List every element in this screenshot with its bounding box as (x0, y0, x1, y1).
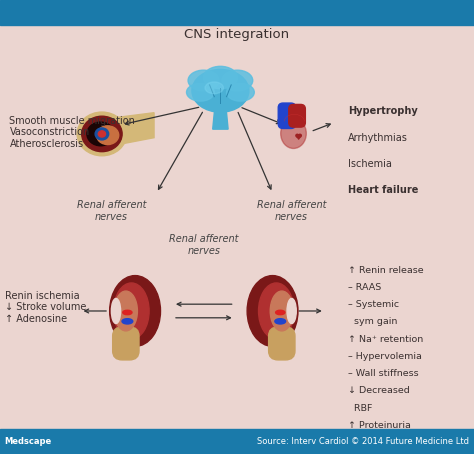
Text: ↑ Renin release: ↑ Renin release (348, 266, 424, 275)
Ellipse shape (275, 310, 285, 315)
Ellipse shape (222, 70, 253, 91)
Text: – RAAS: – RAAS (348, 283, 382, 292)
Ellipse shape (114, 283, 149, 339)
Ellipse shape (287, 298, 296, 324)
Bar (0, 429, 474, 454)
Text: Arrhythmias: Arrhythmias (348, 133, 408, 143)
Text: – Systemic: – Systemic (348, 300, 400, 309)
Text: sym gain: sym gain (348, 317, 398, 326)
Text: Renal afferent
nerves: Renal afferent nerves (169, 234, 238, 256)
Ellipse shape (122, 319, 133, 324)
Ellipse shape (98, 131, 106, 137)
FancyBboxPatch shape (269, 327, 295, 360)
FancyBboxPatch shape (289, 104, 305, 127)
Text: Source: Interv Cardiol © 2014 Future Medicine Ltd: Source: Interv Cardiol © 2014 Future Med… (257, 437, 469, 446)
Ellipse shape (205, 82, 224, 94)
Text: Renal afferent
nerves: Renal afferent nerves (77, 200, 146, 222)
Ellipse shape (188, 70, 219, 91)
Ellipse shape (227, 84, 254, 101)
Ellipse shape (111, 298, 120, 324)
Ellipse shape (275, 319, 286, 324)
Text: CNS integration: CNS integration (184, 28, 290, 40)
Ellipse shape (87, 122, 114, 146)
Text: ↑ BNP resistance: ↑ BNP resistance (348, 438, 430, 447)
Text: Smooth muscle migration
Vasoconstriction
Atherosclerosis: Smooth muscle migration Vasoconstriction… (9, 116, 136, 149)
Ellipse shape (82, 116, 122, 152)
Text: Renal afferent
nerves: Renal afferent nerves (257, 200, 326, 222)
Text: – Hypervolemia: – Hypervolemia (348, 352, 422, 361)
Ellipse shape (97, 126, 118, 144)
Text: Hypertrophy: Hypertrophy (348, 106, 418, 116)
FancyBboxPatch shape (278, 103, 296, 128)
Text: Medscape: Medscape (5, 437, 52, 446)
Ellipse shape (281, 118, 306, 148)
Polygon shape (115, 113, 154, 145)
Polygon shape (296, 134, 301, 139)
Ellipse shape (270, 291, 293, 331)
Ellipse shape (247, 276, 298, 346)
Text: Heart failure: Heart failure (348, 185, 419, 195)
Bar (0, 0, 474, 25)
Text: Ischemia: Ischemia (348, 159, 392, 169)
Ellipse shape (95, 128, 109, 140)
Ellipse shape (114, 291, 137, 331)
Text: – Wall stiffness: – Wall stiffness (348, 369, 419, 378)
Polygon shape (213, 107, 228, 129)
FancyBboxPatch shape (113, 327, 139, 360)
Text: Renin ischemia
↓ Stroke volume
↑ Adenosine: Renin ischemia ↓ Stroke volume ↑ Adenosi… (5, 291, 86, 324)
Text: RBF: RBF (348, 404, 373, 413)
Ellipse shape (109, 276, 161, 346)
Ellipse shape (203, 66, 237, 89)
Ellipse shape (192, 69, 249, 112)
Ellipse shape (186, 84, 214, 101)
Ellipse shape (123, 310, 132, 315)
Text: ↓ Decreased: ↓ Decreased (348, 386, 410, 395)
Ellipse shape (77, 112, 127, 156)
Text: ↑ Proteinuria: ↑ Proteinuria (348, 421, 411, 430)
Ellipse shape (258, 283, 294, 339)
Text: ↑ Na⁺ retention: ↑ Na⁺ retention (348, 335, 424, 344)
